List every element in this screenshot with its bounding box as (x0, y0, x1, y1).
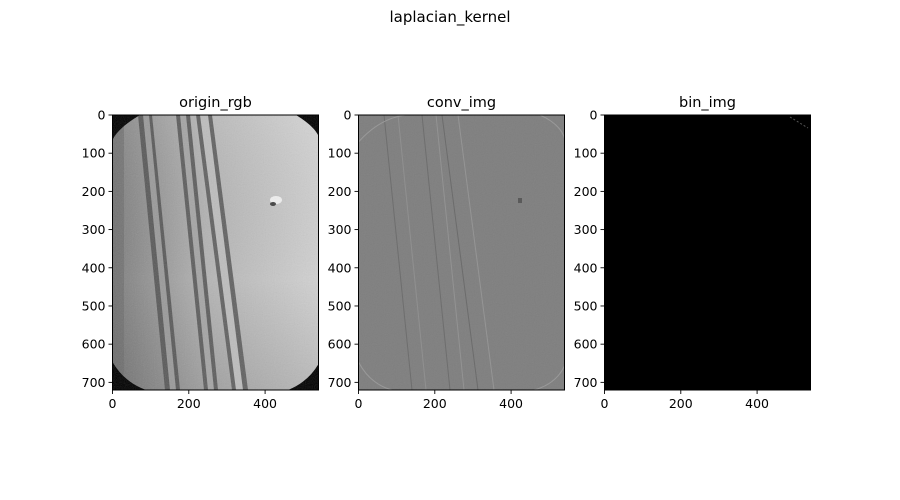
origin-rgb-ytick-label: 100 (82, 146, 106, 161)
origin-rgb-ytick-label: 700 (82, 375, 106, 390)
conv-img-image (358, 115, 565, 390)
conv-img-ytick-label: 300 (328, 222, 352, 237)
origin-rgb-ytick-label: 0 (98, 108, 106, 123)
conv-img-ytick-label: 500 (328, 298, 352, 313)
bin-img-xticks: 0 200 400 (601, 390, 769, 411)
origin-rgb-ytick-label: 600 (82, 337, 106, 352)
conv-img-frame (358, 114, 565, 391)
origin-rgb-image (112, 115, 319, 390)
origin-rgb-xtick-label: 200 (177, 396, 201, 411)
origin-rgb-xticks: 0 200 400 (109, 390, 277, 411)
bin-img-ytick-label: 500 (574, 298, 598, 313)
conv-img-xtick-label: 0 (355, 396, 363, 411)
bin-img-ytick-label: 300 (574, 222, 598, 237)
conv-img-xtick-label: 200 (423, 396, 447, 411)
bin-img-ytick-label: 400 (574, 260, 598, 275)
bin-img-frame (604, 114, 811, 391)
panel-bin-img: bin_img 0 200 400 0 100 200 300 400 500 600 700 (574, 95, 811, 411)
bin-img-image (604, 115, 811, 390)
bin-img-ytick-label: 600 (574, 337, 598, 352)
panel-origin-rgb: origin_rgb 0 200 400 0 100 200 300 400 500 600 70… (82, 95, 319, 411)
conv-img-ytick-label: 200 (328, 184, 352, 199)
conv-img-xticks: 0 200 400 (355, 390, 523, 411)
conv-img-xtick-label: 400 (499, 396, 523, 411)
bin-img-xtick-label: 200 (669, 396, 693, 411)
origin-rgb-ytick-label: 400 (82, 260, 106, 275)
origin-rgb-title: origin_rgb (179, 95, 252, 111)
figure-suptitle: laplacian_kernel (389, 8, 510, 27)
origin-rgb-frame (112, 114, 319, 391)
conv-img-ytick-label: 400 (328, 260, 352, 275)
bin-img-ytick-label: 200 (574, 184, 598, 199)
bin-img-yticks: 0 100 200 300 400 500 600 700 (574, 108, 605, 390)
bin-img-xtick-label: 400 (745, 396, 769, 411)
bin-img-title: bin_img (679, 95, 736, 111)
bin-img-ytick-label: 100 (574, 146, 598, 161)
bin-img-ytick-label: 0 (590, 108, 598, 123)
origin-rgb-ytick-label: 200 (82, 184, 106, 199)
panel-conv-img: conv_img 0 200 400 0 100 200 300 400 500 600 700 (328, 95, 565, 411)
bin-img-xtick-label: 0 (601, 396, 609, 411)
conv-img-ytick-label: 700 (328, 375, 352, 390)
origin-rgb-ytick-label: 500 (82, 298, 106, 313)
conv-img-ytick-label: 600 (328, 337, 352, 352)
conv-img-ytick-label: 100 (328, 146, 352, 161)
origin-rgb-xtick-label: 0 (109, 396, 117, 411)
origin-rgb-xtick-label: 400 (253, 396, 277, 411)
bin-img-ytick-label: 700 (574, 375, 598, 390)
conv-img-ytick-label: 0 (344, 108, 352, 123)
conv-img-title: conv_img (427, 95, 496, 111)
origin-rgb-ytick-label: 300 (82, 222, 106, 237)
origin-rgb-yticks: 0 100 200 300 400 500 600 700 (82, 108, 113, 390)
conv-img-yticks: 0 100 200 300 400 500 600 700 (328, 108, 359, 390)
